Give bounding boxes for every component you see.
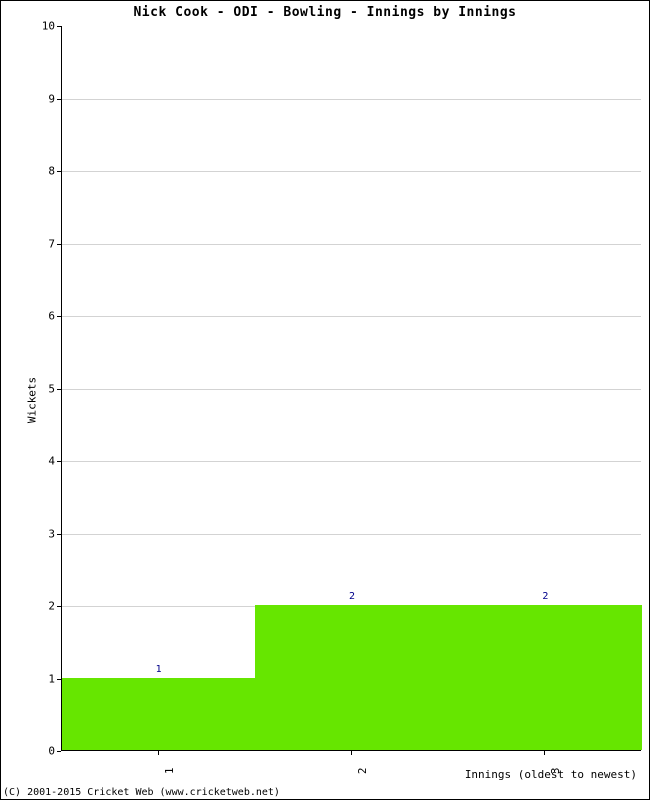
y-tick-mark — [57, 171, 61, 172]
y-tick-mark — [57, 316, 61, 317]
x-tick-label: 1 — [163, 768, 176, 775]
y-tick-mark — [57, 534, 61, 535]
y-tick-mark — [57, 26, 61, 27]
y-tick-label: 8 — [25, 165, 55, 178]
y-tick-mark — [57, 461, 61, 462]
y-tick-label: 9 — [25, 92, 55, 105]
gridline — [62, 461, 641, 462]
chart-frame: Nick Cook - ODI - Bowling - Innings by I… — [0, 0, 650, 800]
gridline — [62, 316, 641, 317]
copyright-text: (C) 2001-2015 Cricket Web (www.cricketwe… — [3, 787, 280, 798]
y-tick-mark — [57, 244, 61, 245]
bar-value-label: 2 — [542, 591, 548, 602]
chart-title: Nick Cook - ODI - Bowling - Innings by I… — [1, 5, 649, 20]
plot-area: 1 2 2 — [61, 26, 641, 751]
x-tick-mark — [544, 751, 545, 755]
x-axis-label: Innings (oldest to newest) — [465, 768, 637, 781]
gridline — [62, 171, 641, 172]
y-tick-mark — [57, 99, 61, 100]
bar — [62, 678, 255, 751]
y-tick-mark — [57, 389, 61, 390]
gridline — [62, 99, 641, 100]
y-tick-label: 0 — [25, 745, 55, 758]
y-tick-mark — [57, 751, 61, 752]
gridline — [62, 389, 641, 390]
y-tick-label: 4 — [25, 455, 55, 468]
x-tick-label: 2 — [356, 768, 369, 775]
gridline — [62, 244, 641, 245]
bar-value-label: 2 — [349, 591, 355, 602]
y-tick-mark — [57, 606, 61, 607]
y-tick-label: 5 — [25, 382, 55, 395]
x-tick-mark — [158, 751, 159, 755]
y-tick-label: 7 — [25, 237, 55, 250]
bar-value-label: 1 — [156, 664, 162, 675]
y-tick-label: 6 — [25, 310, 55, 323]
bar — [449, 605, 642, 750]
y-tick-label: 2 — [25, 600, 55, 613]
y-tick-label: 3 — [25, 527, 55, 540]
y-tick-label: 10 — [25, 20, 55, 33]
bar — [255, 605, 448, 750]
gridline — [62, 534, 641, 535]
y-tick-label: 1 — [25, 672, 55, 685]
x-tick-mark — [351, 751, 352, 755]
y-tick-mark — [57, 679, 61, 680]
